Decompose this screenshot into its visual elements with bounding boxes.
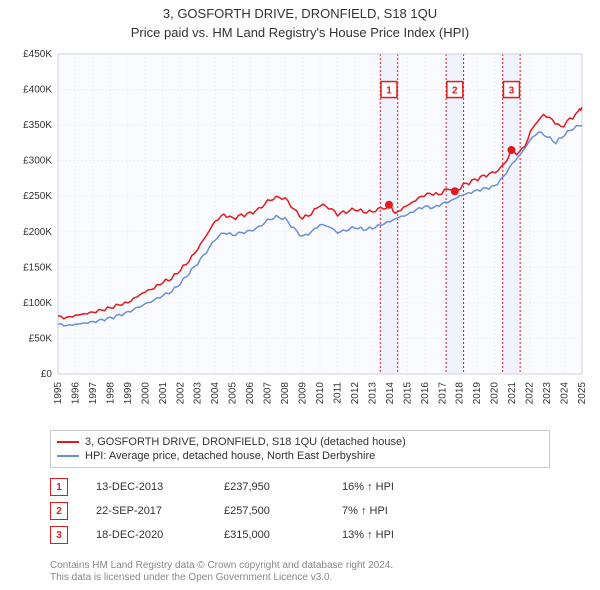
- svg-text:2016: 2016: [420, 382, 431, 405]
- page-subtitle: Price paid vs. HM Land Registry's House …: [0, 25, 600, 40]
- sale-row: 3 18-DEC-2020 £315,000 13% ↑ HPI: [50, 526, 550, 544]
- svg-text:2012: 2012: [350, 382, 361, 405]
- sale-date: 13-DEC-2013: [96, 481, 196, 493]
- page-title: 3, GOSFORTH DRIVE, DRONFIELD, S18 1QU: [0, 6, 600, 21]
- legend-label: HPI: Average price, detached house, Nort…: [85, 449, 375, 463]
- svg-text:2018: 2018: [455, 382, 466, 405]
- svg-text:2022: 2022: [525, 382, 536, 405]
- attribution: Contains HM Land Registry data © Crown c…: [50, 560, 393, 584]
- sale-price: £315,000: [224, 529, 314, 541]
- svg-text:1: 1: [386, 86, 392, 97]
- sale-hpi: 13% ↑ HPI: [342, 529, 432, 541]
- legend-label: 3, GOSFORTH DRIVE, DRONFIELD, S18 1QU (d…: [85, 435, 406, 449]
- svg-text:2017: 2017: [437, 382, 448, 405]
- svg-text:£100K: £100K: [23, 298, 52, 309]
- svg-text:2025: 2025: [577, 382, 588, 405]
- svg-text:2003: 2003: [193, 382, 204, 405]
- svg-text:£450K: £450K: [23, 49, 52, 60]
- svg-text:2001: 2001: [158, 382, 169, 405]
- legend-row: HPI: Average price, detached house, Nort…: [57, 449, 543, 463]
- sale-hpi: 7% ↑ HPI: [342, 505, 432, 517]
- svg-text:£200K: £200K: [23, 227, 52, 238]
- svg-text:2021: 2021: [507, 382, 518, 405]
- svg-text:1999: 1999: [123, 382, 134, 405]
- svg-text:2015: 2015: [402, 382, 413, 405]
- svg-text:2024: 2024: [560, 382, 571, 405]
- attribution-line2: This data is licensed under the Open Gov…: [50, 572, 393, 584]
- chart-svg: £0 £50K £100K £150K £200K £250K £300K £350K £400…: [8, 48, 592, 418]
- svg-text:2009: 2009: [298, 382, 309, 405]
- svg-text:1997: 1997: [88, 382, 99, 405]
- svg-text:£50K: £50K: [29, 333, 53, 344]
- svg-text:1995: 1995: [53, 382, 64, 405]
- sale-date: 18-DEC-2020: [96, 529, 196, 541]
- svg-text:£400K: £400K: [23, 85, 52, 96]
- svg-text:2008: 2008: [280, 382, 291, 405]
- sale-price: £237,950: [224, 481, 314, 493]
- legend-swatch: [57, 455, 79, 457]
- svg-text:2002: 2002: [175, 382, 186, 405]
- svg-text:1998: 1998: [105, 382, 116, 405]
- svg-text:2014: 2014: [385, 382, 396, 405]
- svg-text:2004: 2004: [210, 382, 221, 405]
- svg-text:£350K: £350K: [23, 120, 52, 131]
- svg-text:2007: 2007: [263, 382, 274, 405]
- sale-badge: 3: [50, 526, 68, 544]
- svg-text:2019: 2019: [472, 382, 483, 405]
- svg-text:£0: £0: [41, 369, 53, 380]
- svg-text:1996: 1996: [70, 382, 81, 405]
- svg-text:2006: 2006: [245, 382, 256, 405]
- legend-row: 3, GOSFORTH DRIVE, DRONFIELD, S18 1QU (d…: [57, 435, 543, 449]
- sale-date: 22-SEP-2017: [96, 505, 196, 517]
- svg-text:2023: 2023: [542, 382, 553, 405]
- sales-table: 1 13-DEC-2013 £237,950 16% ↑ HPI 2 22-SEP-201…: [50, 472, 550, 550]
- sale-price: £257,500: [224, 505, 314, 517]
- legend-swatch: [57, 441, 79, 443]
- svg-text:2011: 2011: [332, 382, 343, 404]
- svg-text:2: 2: [452, 86, 458, 97]
- svg-text:2005: 2005: [228, 382, 239, 405]
- sale-badge: 2: [50, 502, 68, 520]
- svg-text:£300K: £300K: [23, 156, 52, 167]
- svg-text:3: 3: [509, 86, 515, 97]
- svg-text:2010: 2010: [315, 382, 326, 405]
- price-chart: £0 £50K £100K £150K £200K £250K £300K £350K £400…: [8, 48, 592, 418]
- sale-row: 1 13-DEC-2013 £237,950 16% ↑ HPI: [50, 478, 550, 496]
- svg-text:2020: 2020: [490, 382, 501, 405]
- svg-text:2013: 2013: [367, 382, 378, 405]
- attribution-line1: Contains HM Land Registry data © Crown c…: [50, 560, 393, 572]
- svg-text:2000: 2000: [140, 382, 151, 405]
- svg-text:£250K: £250K: [23, 191, 52, 202]
- svg-text:£150K: £150K: [23, 262, 52, 273]
- sale-badge: 1: [50, 478, 68, 496]
- sale-hpi: 16% ↑ HPI: [342, 481, 432, 493]
- sale-row: 2 22-SEP-2017 £257,500 7% ↑ HPI: [50, 502, 550, 520]
- legend: 3, GOSFORTH DRIVE, DRONFIELD, S18 1QU (d…: [50, 430, 550, 468]
